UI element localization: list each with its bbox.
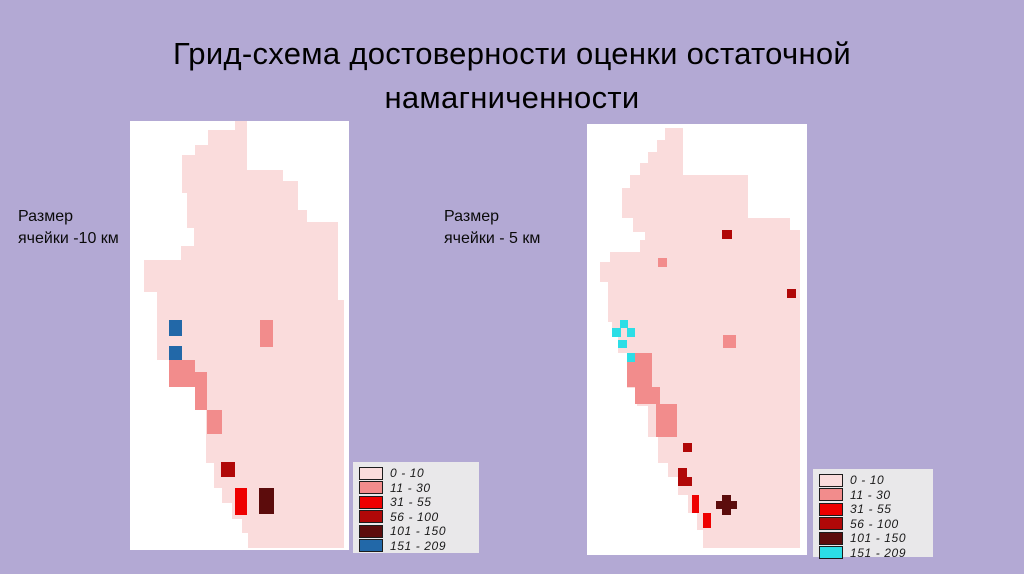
legend-swatch-cyan: [819, 546, 843, 560]
legend-row: 101 - 150: [359, 524, 479, 539]
legend-row: 0 - 10: [359, 466, 479, 481]
cell-size-label-5km-line2: ячейки - 5 км: [444, 229, 541, 247]
legend-range-label: 56 - 100: [850, 516, 899, 531]
legend-swatch-salmon: [359, 481, 383, 495]
legend-range-label: 101 - 150: [390, 524, 447, 539]
legend-row: 151 - 209: [359, 539, 479, 554]
map-panel-10km: [130, 121, 349, 550]
legend-range-label: 11 - 30: [850, 487, 891, 502]
legend-swatch-darkred: [359, 510, 383, 524]
slide-title-line1: Грид-схема достоверности оценки остаточн…: [172, 36, 852, 71]
legend-swatch-pale: [819, 473, 843, 487]
legend-row: 151 - 209: [819, 546, 933, 561]
legend-swatch-pale: [359, 466, 383, 480]
legend-row: 0 - 10: [819, 473, 933, 488]
legend-row: 101 - 150: [819, 531, 933, 546]
legend-row: 11 - 30: [819, 488, 933, 503]
cell-size-label-5km-line1: Размер: [444, 208, 499, 225]
legend-swatch-darkred: [819, 517, 843, 531]
map-panel-5km: [587, 124, 807, 555]
legend-range-label: 31 - 55: [850, 502, 892, 517]
legend-row: 56 - 100: [359, 510, 479, 525]
legend-range-label: 151 - 209: [390, 538, 447, 553]
legend-range-label: 0 - 10: [850, 473, 885, 488]
legend-row: 11 - 30: [359, 481, 479, 496]
cell-size-label-10km: Размер ячейки -10 км: [18, 206, 119, 249]
legend-swatch-red: [359, 495, 383, 509]
legend-range-label: 101 - 150: [850, 531, 907, 546]
cell-size-label-5km: Размер ячейки - 5 км: [444, 206, 540, 249]
legend-range-label: 31 - 55: [390, 495, 432, 510]
legend-5km: 0 - 10 11 - 30 31 - 55 56 - 100 101 - 150 151…: [813, 469, 933, 560]
legend-range-label: 151 - 209: [850, 545, 907, 560]
cell-size-label-10km-line1: Размер: [18, 208, 73, 225]
legend-row: 31 - 55: [819, 502, 933, 517]
legend-range-label: 0 - 10: [390, 466, 425, 481]
legend-row: 56 - 100: [819, 517, 933, 532]
legend-swatch-salmon: [819, 488, 843, 502]
legend-swatch-maroon: [359, 524, 383, 538]
legend-swatch-red: [819, 502, 843, 516]
legend-10km: 0 - 10 11 - 30 31 - 55 56 - 100 101 - 150 151…: [353, 462, 479, 553]
slide-title-line2: намагниченности: [384, 80, 640, 116]
legend-range-label: 11 - 30: [390, 480, 431, 495]
legend-row: 31 - 55: [359, 495, 479, 510]
legend-swatch-maroon: [819, 531, 843, 545]
legend-swatch-blue: [359, 539, 383, 553]
cell-size-label-10km-line2: ячейки -10 км: [18, 229, 119, 247]
slide-title: Грид-схема достоверности оценки остаточн…: [0, 32, 1024, 120]
legend-range-label: 56 - 100: [390, 509, 439, 524]
